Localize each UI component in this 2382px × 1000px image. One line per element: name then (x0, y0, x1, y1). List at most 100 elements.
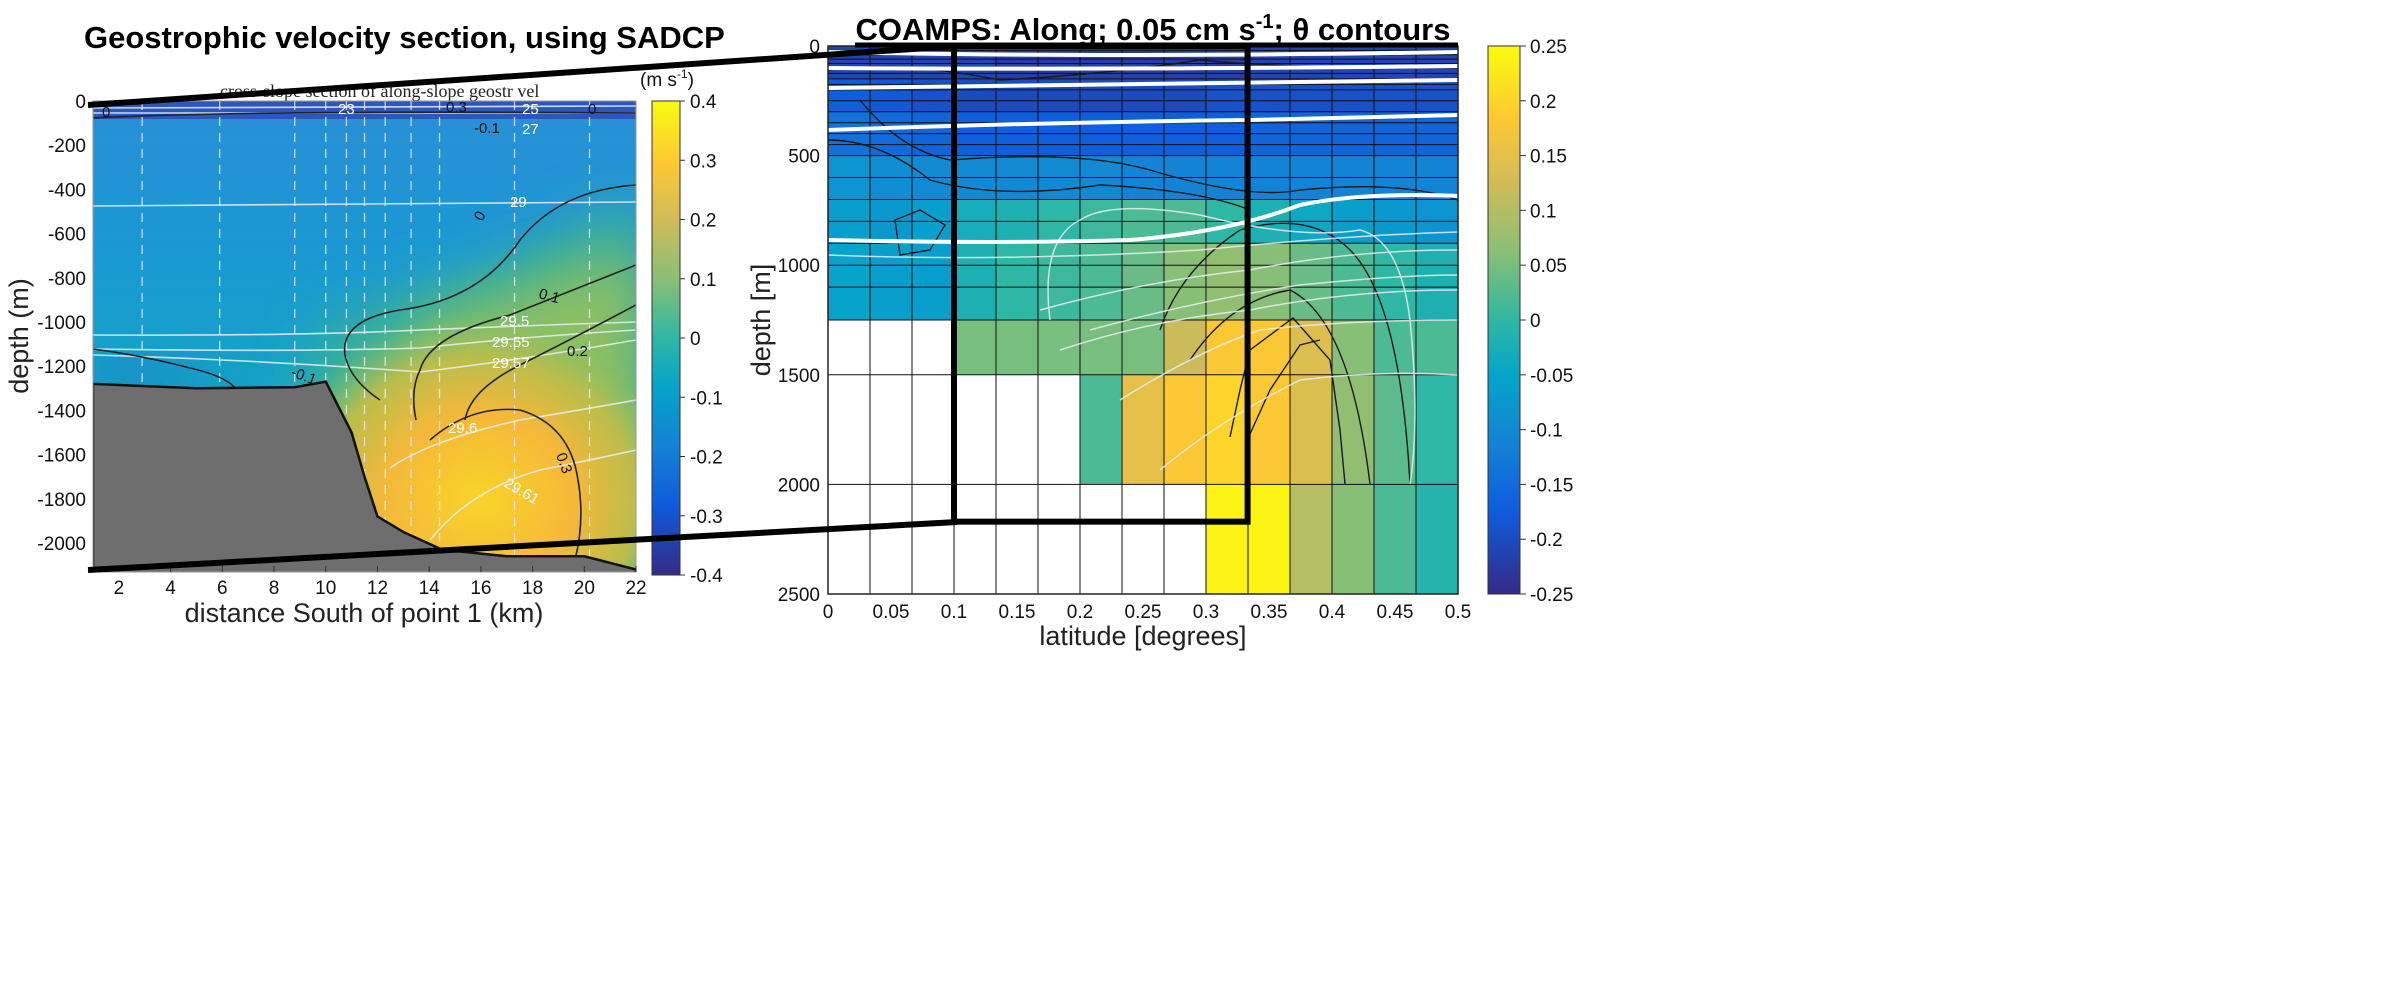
left-colorbar-label: (m s-1) (640, 67, 694, 91)
y-tick-label: 0 (75, 92, 86, 113)
y-tick-label: -1400 (37, 401, 86, 422)
grid-cell (1206, 484, 1248, 594)
grid-cell (1038, 46, 1080, 79)
right-y-label: depth [m] (746, 264, 776, 377)
grid-cell (954, 78, 996, 112)
grid-cell (1206, 243, 1248, 320)
bathymetry (93, 380, 636, 572)
grid-cell (1416, 320, 1458, 375)
grid-cell (1038, 374, 1080, 485)
density-label: 23 (338, 101, 355, 118)
y-tick-label: 1000 (778, 256, 820, 277)
colorbar-tick-label: -0.3 (690, 507, 723, 528)
left-colorbar (651, 100, 681, 576)
grid-cell (870, 78, 912, 112)
grid-cell (912, 243, 954, 320)
right-theta-contours-thin (827, 207, 1459, 485)
x-tick-label: 20 (574, 578, 595, 599)
x-tick-label: 0.25 (1125, 602, 1162, 623)
x-tick-label: 0.05 (873, 602, 910, 623)
grid-cell (870, 484, 912, 594)
grid-cell (996, 46, 1038, 79)
colorbar-tick-label: 0 (690, 329, 701, 350)
contour-label: 0 (102, 104, 110, 121)
grid-cell (1122, 484, 1164, 594)
density-label: 29.57 (492, 355, 530, 372)
y-tick-label: -1000 (37, 313, 86, 334)
right-colorbar (1487, 45, 1521, 595)
y-tick-label: -600 (48, 225, 86, 246)
colorbar-tick-label: -0.1 (1530, 421, 1563, 442)
grid-cell (828, 78, 870, 112)
grid-cell (1416, 243, 1458, 320)
connector-line-bottom (87, 519, 958, 573)
y-tick-label: -1200 (37, 357, 86, 378)
contour-label: 0 (588, 101, 596, 118)
contour-label: 0.1 (537, 285, 562, 307)
colorbar-tick-label: 0.2 (690, 211, 716, 232)
grid-cell (1038, 320, 1080, 375)
left-x-label: distance South of point 1 (km) (185, 598, 544, 628)
left-title: Geostrophic velocity section, using SADC… (84, 20, 725, 55)
colorbar-tick-label: 0.1 (690, 270, 716, 291)
colorbar-label-main: (m s (640, 70, 677, 91)
left-field (93, 101, 636, 572)
left-y-label: depth (m) (4, 278, 34, 394)
grid-cell (996, 374, 1038, 485)
grid-cell (828, 374, 870, 485)
x-tick-label: 16 (470, 578, 491, 599)
colorbar-tick-label: 0.3 (690, 151, 716, 172)
grid-cell (1332, 320, 1374, 375)
colorbar-tick-label: 0.4 (690, 92, 717, 113)
colorbar-tick-label: 0.25 (1530, 37, 1567, 58)
density-label: 29.55 (492, 334, 530, 351)
y-tick-label: -400 (48, 180, 86, 201)
grid-cell (870, 320, 912, 375)
grid-cell (912, 374, 954, 485)
grid-cell (1290, 46, 1332, 79)
x-tick-label: 0.1 (941, 602, 967, 623)
grid-cell (1332, 78, 1374, 112)
grid-cell (1164, 484, 1206, 594)
x-tick-label: 6 (217, 578, 228, 599)
x-tick-label: 2 (114, 578, 125, 599)
grid-cell (912, 78, 954, 112)
grid-cell (1332, 46, 1374, 79)
grid-cell (1416, 374, 1458, 485)
grid-cell (828, 484, 870, 594)
left-colorbar-ticks: 0.4 0.3 0.2 0.1 0 -0.1 -0.2 -0.3 -0.4 (680, 92, 723, 587)
right-x-label: latitude [degrees] (1039, 621, 1246, 651)
right-colorbar-ticks: 0.25 0.2 0.15 0.1 0.05 0 -0.05 -0.1 -0.15 -0.2 -0.… (1520, 37, 1573, 606)
left-x-ticks: 2 4 6 8 10 12 14 16 18 20 22 (114, 566, 647, 599)
grid-cell (954, 243, 996, 320)
x-tick-label: 0.5 (1445, 602, 1471, 623)
x-tick-label: 0.35 (1251, 602, 1288, 623)
y-tick-label: -200 (48, 136, 86, 157)
highlight-box (951, 43, 1251, 525)
grid-cell (1248, 243, 1290, 320)
colorbar-tick-label: -0.05 (1530, 366, 1573, 387)
grid-cell (1122, 243, 1164, 320)
y-tick-label: -1800 (37, 490, 86, 511)
y-tick-label: -1600 (37, 446, 86, 467)
grid-cell (1290, 320, 1332, 375)
left-axes-box (92, 100, 637, 573)
density-label: 25 (522, 101, 539, 118)
grid-cell (1416, 78, 1458, 112)
y-tick-label: -2000 (37, 534, 86, 555)
colorbar-tick-label: 0.2 (1530, 92, 1556, 113)
grid-cell (1122, 320, 1164, 375)
density-label: 29.6 (448, 420, 477, 437)
contour-label: -0.1 (474, 120, 500, 137)
right-cells (828, 46, 1458, 594)
colorbar-tick-label: -0.25 (1530, 585, 1573, 606)
colorbar-label-close: ) (688, 70, 694, 91)
grid-cell (912, 484, 954, 594)
colorbar-label-sup: -1 (677, 67, 688, 81)
colorbar-tick-label: -0.1 (690, 388, 723, 409)
grid-cell (1290, 374, 1332, 485)
x-tick-label: 0.45 (1377, 602, 1414, 623)
y-tick-label: 2000 (778, 475, 820, 496)
grid-cell (828, 320, 870, 375)
